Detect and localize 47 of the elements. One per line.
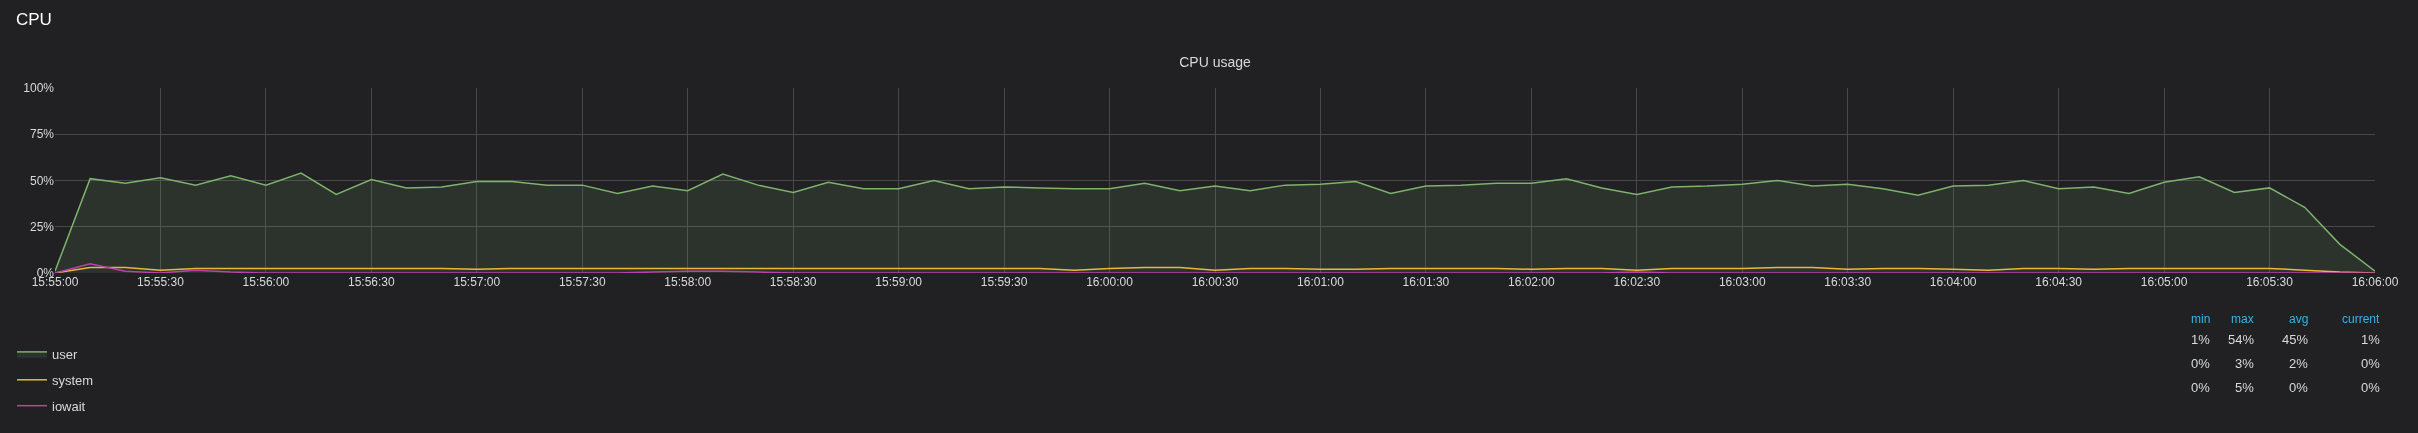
text: 0% — [2361, 380, 2381, 395]
x-tick-label: 16:01:00 — [1297, 275, 1345, 289]
x-tick-label: 16:03:00 — [1718, 275, 1766, 289]
text: 54% — [2228, 332, 2255, 347]
text: 5% — [2235, 380, 2255, 395]
text: 45% — [2282, 332, 2309, 347]
x-tick-label: 16:04:00 — [1929, 275, 1977, 289]
x-tick-label: 15:56:30 — [348, 275, 396, 289]
text: CPU — [16, 10, 52, 29]
y-tick-label: 50% — [29, 173, 55, 188]
text: 0% — [2191, 380, 2211, 395]
y-tick-label: 100% — [23, 81, 55, 96]
chart-title: CPU usage — [1179, 53, 1252, 70]
x-tick-label: 16:04:30 — [2035, 275, 2083, 289]
x-tick-label: 16:00:00 — [1086, 275, 1134, 289]
text: 1% — [2191, 332, 2211, 347]
text: 0% — [2191, 356, 2211, 371]
x-tick-label: 15:58:00 — [664, 275, 712, 289]
text: min — [2191, 312, 2211, 326]
x-tick-label: 16:06:00 — [2351, 275, 2399, 289]
x-tick-label: 15:57:30 — [558, 275, 606, 289]
legend-label: system — [52, 372, 94, 388]
text: 2% — [2289, 356, 2309, 371]
text: 0% — [2289, 380, 2309, 395]
text: current — [2342, 312, 2381, 326]
text: max — [2231, 312, 2254, 326]
x-tick-label: 16:03:30 — [1824, 275, 1872, 289]
x-tick-label: 15:58:30 — [769, 275, 817, 289]
x-tick-label: 16:05:30 — [2246, 275, 2294, 289]
y-tick-label: 75% — [29, 127, 55, 142]
legend-label: iowait — [52, 398, 86, 414]
text: avg — [2289, 312, 2309, 326]
x-tick-label: 16:05:00 — [2140, 275, 2188, 289]
x-tick-label: 15:57:00 — [453, 275, 501, 289]
x-tick-label: 16:02:00 — [1508, 275, 1556, 289]
x-tick-label: 16:00:30 — [1191, 275, 1239, 289]
text: 3% — [2235, 356, 2255, 371]
x-tick-label: 15:55:30 — [137, 275, 185, 289]
x-tick-label: 15:56:00 — [242, 275, 290, 289]
x-tick-label: 16:02:30 — [1613, 275, 1661, 289]
x-tick-label: 15:59:30 — [980, 275, 1028, 289]
legend-label: user — [52, 346, 78, 362]
y-tick-label: 25% — [29, 219, 55, 234]
text: 1% — [2361, 332, 2381, 347]
text: 0% — [2361, 356, 2381, 371]
x-tick-label: 15:59:00 — [875, 275, 923, 289]
x-tick-label: 16:01:30 — [1402, 275, 1450, 289]
